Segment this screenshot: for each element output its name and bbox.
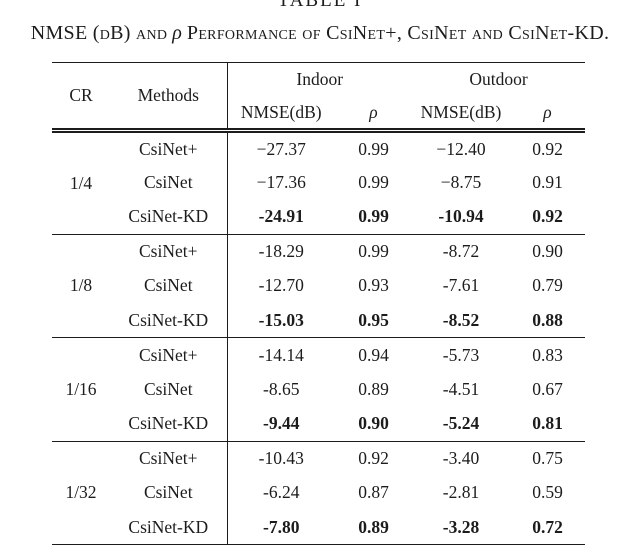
outdoor-rho-cell: 0.72 bbox=[532, 516, 563, 537]
method-cell: CsiNet bbox=[143, 275, 193, 296]
cr-group-1-32: 1/32 CsiNet+ -10.43 0.92 -3.40 0.75 CsiN… bbox=[52, 441, 586, 545]
table-header: CR Methods Indoor Outdoor NMSE(dB) ρ NMS… bbox=[52, 62, 586, 131]
cr-group-1-16: 1/16 CsiNet+ -14.14 0.94 -5.73 0.83 CsiN… bbox=[52, 337, 586, 441]
outdoor-rho-cell: 0.81 bbox=[532, 413, 563, 433]
table-row: CsiNet -8.65 0.89 -4.51 0.67 bbox=[52, 372, 585, 407]
indoor-nmse-cell: -9.44 bbox=[226, 406, 335, 441]
indoor-rho-cell: 0.99 bbox=[358, 171, 389, 192]
indoor-rho-cell: 0.99 bbox=[358, 138, 389, 159]
table-row-best: CsiNet-KD -9.44 0.90 -5.24 0.81 bbox=[52, 406, 585, 441]
indoor-nmse-cell: -8.65 bbox=[226, 372, 335, 407]
table-row: CsiNet −17.36 0.99 −8.75 0.91 bbox=[52, 165, 585, 200]
table-row-best: CsiNet-KD -7.80 0.89 -3.28 0.72 bbox=[52, 510, 585, 545]
col-header-indoor: Indoor bbox=[226, 62, 412, 97]
outdoor-nmse-cell: -3.40 bbox=[442, 448, 480, 468]
outdoor-rho-cell: 0.79 bbox=[532, 275, 563, 296]
indoor-rho-cell: 0.99 bbox=[358, 241, 389, 261]
caption-part2: Performance of CsiNet+, CsiNet and CsiNe… bbox=[186, 22, 610, 44]
indoor-rho-cell: 0.92 bbox=[358, 448, 389, 468]
indoor-nmse-cell: −27.37 bbox=[226, 130, 335, 165]
cr-cell: 1/32 bbox=[65, 482, 97, 503]
outdoor-rho-cell: 0.83 bbox=[532, 344, 563, 365]
outdoor-rho-cell: 0.92 bbox=[532, 206, 563, 226]
outdoor-nmse-cell: -3.28 bbox=[442, 516, 480, 537]
outdoor-nmse-cell: -5.24 bbox=[442, 413, 480, 433]
indoor-rho-cell: 0.95 bbox=[358, 309, 389, 330]
outdoor-nmse-cell: -10.94 bbox=[438, 206, 484, 226]
col-header-outdoor: Outdoor bbox=[469, 69, 528, 90]
indoor-rho-cell: 0.94 bbox=[358, 344, 389, 365]
outdoor-rho-cell: 0.90 bbox=[532, 241, 563, 261]
results-table: CR Methods Indoor Outdoor NMSE(dB) ρ NMS… bbox=[52, 62, 586, 545]
outdoor-nmse-cell: -8.72 bbox=[442, 241, 480, 261]
table-row-best: CsiNet-KD -15.03 0.95 -8.52 0.88 bbox=[52, 303, 585, 338]
method-cell: CsiNet bbox=[143, 378, 193, 399]
cr-group-1-8: 1/8 CsiNet+ -18.29 0.99 -8.72 0.90 CsiNe… bbox=[52, 234, 586, 338]
outdoor-rho-cell: 0.59 bbox=[532, 482, 563, 503]
table-row: 1/16 CsiNet+ -14.14 0.94 -5.73 0.83 bbox=[52, 337, 585, 399]
method-cell: CsiNet+ bbox=[139, 448, 198, 468]
table-row: 1/4 CsiNet+ −27.37 0.99 −12.40 0.92 bbox=[52, 130, 585, 193]
method-cell: CsiNet-KD bbox=[128, 516, 209, 537]
indoor-nmse-cell: -14.14 bbox=[226, 337, 335, 372]
col-header-indoor-nmse: NMSE(dB) bbox=[226, 96, 335, 131]
table-title: TABLE I bbox=[277, 0, 363, 11]
header-row-sub: NMSE(dB) ρ NMSE(dB) ρ bbox=[52, 96, 585, 131]
table-row: CsiNet -12.70 0.93 -7.61 0.79 bbox=[52, 268, 585, 303]
outdoor-nmse-cell: -7.61 bbox=[442, 275, 480, 296]
indoor-rho-cell: 0.89 bbox=[358, 516, 389, 537]
outdoor-nmse-cell: −12.40 bbox=[436, 138, 486, 159]
method-cell: CsiNet-KD bbox=[128, 413, 209, 433]
indoor-rho-cell: 0.93 bbox=[358, 275, 389, 296]
outdoor-nmse-cell: -8.52 bbox=[442, 309, 480, 330]
indoor-nmse-cell: -18.29 bbox=[226, 234, 335, 269]
outdoor-nmse-cell: -2.81 bbox=[442, 482, 480, 503]
indoor-nmse-cell: -7.80 bbox=[226, 510, 335, 545]
indoor-rho-cell: 0.89 bbox=[358, 378, 389, 399]
col-header-methods: Methods bbox=[137, 85, 199, 105]
indoor-nmse-cell: −17.36 bbox=[226, 165, 335, 200]
outdoor-nmse-cell: -5.73 bbox=[442, 344, 480, 365]
indoor-rho-cell: 0.87 bbox=[358, 482, 389, 503]
outdoor-rho-cell: 0.67 bbox=[532, 378, 563, 399]
cr-group-1-4: 1/4 CsiNet+ −27.37 0.99 −12.40 0.92 CsiN… bbox=[52, 130, 586, 234]
indoor-nmse-cell: -10.43 bbox=[226, 441, 335, 476]
method-cell: CsiNet-KD bbox=[128, 206, 209, 226]
table-row: 1/8 CsiNet+ -18.29 0.99 -8.72 0.90 bbox=[52, 234, 585, 295]
col-header-cr: CR bbox=[69, 85, 93, 105]
method-cell: CsiNet+ bbox=[139, 344, 198, 365]
cr-cell: 1/16 bbox=[65, 378, 97, 399]
indoor-nmse-cell: -15.03 bbox=[226, 303, 335, 338]
indoor-rho-cell: 0.99 bbox=[358, 206, 389, 226]
outdoor-rho-cell: 0.88 bbox=[532, 309, 563, 330]
method-cell: CsiNet+ bbox=[139, 241, 198, 261]
outdoor-rho-cell: 0.91 bbox=[532, 171, 563, 192]
cr-cell: 1/8 bbox=[69, 275, 93, 296]
cr-cell: 1/4 bbox=[69, 172, 93, 193]
table-row: CsiNet -6.24 0.87 -2.81 0.59 bbox=[52, 475, 585, 510]
table-caption: NMSE (dB) and ρ Performance of CsiNet+, … bbox=[0, 21, 640, 45]
col-header-outdoor-nmse: NMSE(dB) bbox=[420, 101, 502, 122]
caption-part1: NMSE (dB) and bbox=[30, 22, 168, 44]
header-row-top: CR Methods Indoor Outdoor bbox=[52, 62, 585, 105]
outdoor-nmse-cell: −8.75 bbox=[440, 171, 482, 192]
outdoor-rho-cell: 0.92 bbox=[532, 138, 563, 159]
outdoor-rho-cell: 0.75 bbox=[532, 448, 563, 468]
col-header-indoor-rho: ρ bbox=[369, 101, 378, 122]
indoor-nmse-cell: -6.24 bbox=[226, 475, 335, 510]
method-cell: CsiNet bbox=[143, 482, 193, 503]
indoor-nmse-cell: -24.91 bbox=[226, 199, 335, 234]
indoor-nmse-cell: -12.70 bbox=[226, 268, 335, 303]
caption-rho-symbol: ρ bbox=[172, 22, 182, 44]
table-row: 1/32 CsiNet+ -10.43 0.92 -3.40 0.75 bbox=[52, 441, 585, 502]
col-header-outdoor-rho: ρ bbox=[543, 101, 552, 122]
method-cell: CsiNet+ bbox=[139, 138, 198, 159]
indoor-rho-cell: 0.90 bbox=[358, 413, 389, 433]
method-cell: CsiNet-KD bbox=[128, 309, 209, 330]
table-row-best: CsiNet-KD -24.91 0.99 -10.94 0.92 bbox=[52, 199, 585, 234]
outdoor-nmse-cell: -4.51 bbox=[442, 378, 480, 399]
method-cell: CsiNet bbox=[143, 171, 193, 192]
